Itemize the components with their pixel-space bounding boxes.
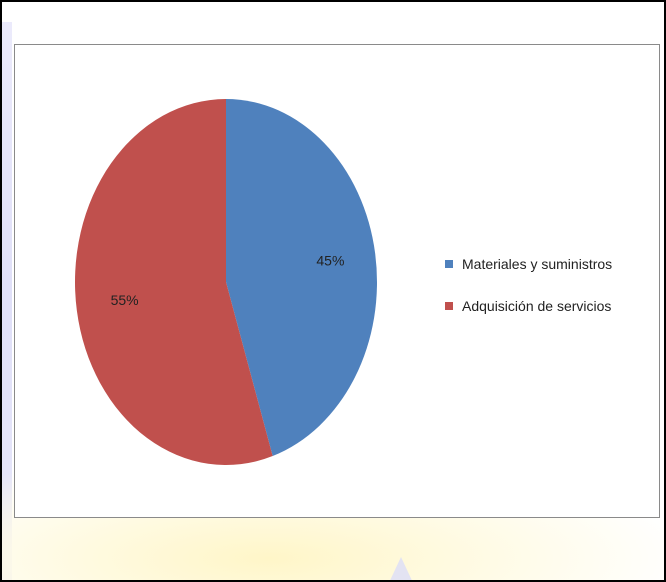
legend-label-materiales: Materiales y suministros bbox=[462, 256, 613, 272]
legend-swatch-adquisicion bbox=[445, 302, 453, 310]
data-label-adquisicion: 55% bbox=[111, 292, 139, 308]
pie-chart: 45% 55% bbox=[74, 99, 377, 466]
legend-label-adquisicion: Adquisición de servicios bbox=[462, 298, 612, 314]
data-label-materiales: 45% bbox=[316, 253, 344, 269]
slice-materiales bbox=[226, 99, 377, 457]
watermark-arrow-icon bbox=[387, 557, 415, 580]
slice-adquisicion bbox=[74, 99, 273, 466]
legend-item-adquisicion: Adquisición de servicios bbox=[445, 295, 612, 317]
legend: Materiales y suministros Adquisición de … bbox=[445, 253, 612, 337]
chart-area: 45% 55% Materiales y suministros Adquisic… bbox=[14, 44, 660, 518]
watermark-stripe bbox=[2, 22, 12, 580]
legend-item-materiales: Materiales y suministros bbox=[445, 253, 612, 275]
legend-swatch-materiales bbox=[445, 260, 453, 268]
